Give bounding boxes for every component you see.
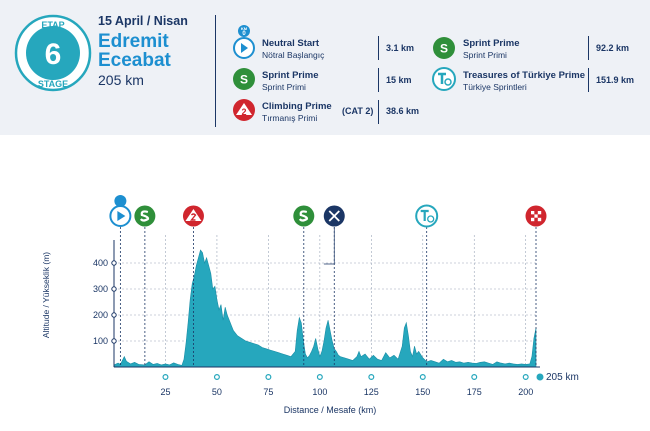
- legend-sprint1-subtitle: Sprint Primi: [262, 82, 306, 92]
- start-city: Edremit: [98, 31, 169, 52]
- x-tick-mark: [213, 374, 220, 381]
- y-tick-mark: [111, 312, 117, 318]
- checker-square: [537, 214, 542, 218]
- sprint2-glyph: S: [440, 42, 448, 56]
- end-dot: [536, 373, 544, 381]
- y-tick-label: 200: [93, 310, 108, 320]
- legend-separator: [378, 68, 379, 92]
- treasures-marker-icon: [415, 204, 439, 228]
- elevation-area: [113, 249, 537, 368]
- legend-sprint1-title: Sprint Prime: [262, 70, 319, 81]
- legend-climb-category: (CAT 2): [342, 106, 374, 116]
- legend-sprint2-title: Sprint Prime: [463, 38, 520, 49]
- stage-etap-label: ETAP: [41, 20, 64, 30]
- legend-neutral-start-title: Neutral Start: [262, 38, 320, 49]
- x-tick-label: 150: [415, 387, 430, 397]
- checker-square: [537, 217, 542, 222]
- x-tick-mark: [162, 374, 169, 381]
- x-tick-label: 50: [212, 387, 222, 397]
- sprint-s-glyph: [298, 210, 308, 222]
- neutral-start-badge-text: KM: [241, 26, 248, 31]
- x-tick-label: 100: [312, 387, 327, 397]
- x-tick-mark: [419, 374, 426, 381]
- legend-neutral-start-km: 3.1 km: [386, 43, 415, 53]
- stage-number: 6: [45, 38, 62, 71]
- x-tick-label: 25: [160, 387, 170, 397]
- sprint-s-glyph: [139, 210, 150, 222]
- cat2-glyph: [190, 213, 197, 221]
- y-tick-mark: [111, 286, 117, 292]
- y-axis-title: Altitude / Yükseklik (m): [41, 251, 51, 339]
- stage-label: STAGE: [38, 79, 68, 89]
- legend-separator: [588, 68, 589, 92]
- checker-square: [534, 214, 538, 218]
- legend-treasures-title: Treasures of Türkiye Prime: [463, 70, 585, 81]
- checker-square: [534, 217, 538, 222]
- sprint-prime-icon: S: [433, 37, 455, 59]
- x-tick-mark: [522, 374, 529, 381]
- stage-distance: 205 km: [98, 72, 144, 88]
- legend-treasures-subtitle: Türkiye Sprintleri: [463, 82, 527, 92]
- legend-sprint2-subtitle: Sprint Primi: [463, 50, 507, 60]
- chart-markers: [109, 195, 547, 367]
- end-distance-label: 205 km: [546, 372, 579, 383]
- y-tick-label: 400: [93, 258, 108, 268]
- play-glyph: [117, 211, 126, 221]
- y-tick-label: 300: [93, 284, 108, 294]
- y-tick-mark: [111, 260, 117, 266]
- climbing-prime-icon: 2: [233, 99, 255, 121]
- x-tick-mark: [471, 374, 478, 381]
- legend-treasures-km: 151.9 km: [596, 75, 635, 85]
- header-divider: [215, 15, 216, 127]
- stage-date: 15 April / Nisan: [98, 14, 188, 28]
- y-tick-label: 100: [93, 336, 108, 346]
- sprint1-glyph: S: [240, 73, 248, 87]
- checker-square: [537, 211, 542, 215]
- legend-sprint1-km: 15 km: [386, 75, 412, 85]
- neutral-start-badge: [114, 195, 127, 207]
- stage-header: ETAP 6 STAGE 15 April / Nisan Edremit Ec…: [0, 0, 650, 135]
- x-axis-title: Distance / Mesafe (km): [283, 405, 377, 415]
- y-tick-mark: [111, 338, 117, 344]
- feed-zone-leader: [323, 227, 335, 265]
- x-tick-label: 200: [518, 387, 533, 397]
- x-tick-label: 175: [467, 387, 482, 397]
- legend-climb-title: Climbing Prime: [262, 101, 332, 112]
- neutral-start-badge-num: 0: [242, 31, 246, 37]
- neutral-start-icon: KM 0: [233, 25, 255, 59]
- x-tick-label: 75: [263, 387, 273, 397]
- treasures-t-glyph: [420, 209, 429, 221]
- mountain-glyph: [185, 209, 202, 221]
- legend-neutral-start-subtitle: Nötral Başlangıç: [262, 50, 325, 60]
- checker-square: [531, 211, 535, 215]
- sprint-prime-icon: S: [233, 68, 255, 90]
- elevation-profile-chart: 100 200 300 400 25 50 75 100 125 150 175 200: [93, 195, 547, 397]
- legend-separator: [588, 36, 589, 60]
- x-tick-mark: [265, 374, 272, 381]
- legend-separator: [378, 100, 379, 124]
- x-tick-mark: [368, 374, 375, 381]
- climb-glyph: 2: [241, 107, 246, 117]
- legend-climb-subtitle: Tırmanış Primi: [262, 113, 318, 123]
- checker-square: [531, 214, 535, 218]
- treasures-sprint-icon: [432, 67, 456, 91]
- chart-axes: 100 200 300 400 25 50 75 100 125 150 175 200: [93, 240, 544, 397]
- x-tick-mark: [316, 374, 323, 381]
- finish-city: Eceabat: [98, 50, 171, 71]
- checker-square: [534, 211, 538, 215]
- checker-square: [531, 217, 535, 222]
- stage-badge: ETAP 6 STAGE: [14, 14, 92, 92]
- legend-climb-km: 38.6 km: [386, 106, 420, 116]
- legend-separator: [378, 36, 379, 60]
- legend-sprint2-km: 92.2 km: [596, 43, 630, 53]
- x-tick-label: 125: [364, 387, 379, 397]
- knife-glyph: [328, 210, 340, 222]
- treasures-wheel-glyph: [427, 215, 435, 223]
